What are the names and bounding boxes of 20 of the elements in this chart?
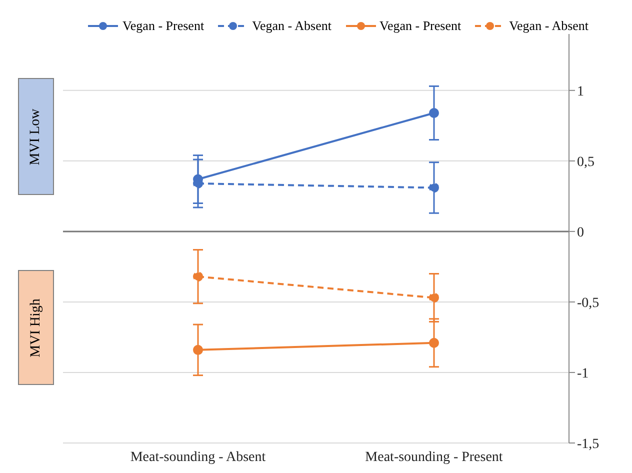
legend-label: Vegan - Absent [508,18,589,34]
text: MVI Low [28,108,44,165]
text: MVI High [28,298,44,357]
point [429,292,439,303]
y-tick-label: -1 [577,366,589,382]
legend-label: Vegan - Present [378,18,462,34]
point [193,344,203,355]
x-tick-label: Meat-sounding - Present [365,450,503,465]
y-tick-label: -1,5 [577,436,600,452]
legend-label: Vegan - Absent [251,18,332,34]
y-tick-label: -0,5 [577,296,600,311]
x-tick-label: Meat-sounding - Absent [130,450,266,465]
y-tick-label: 0 [577,225,584,240]
y-tick-label: 1 [577,84,584,100]
point [429,338,439,348]
y-tick-label: 0,5 [577,154,594,170]
legend-label: Vegan - Present [121,18,204,34]
point [429,108,439,118]
point [429,182,439,193]
point [193,272,203,282]
